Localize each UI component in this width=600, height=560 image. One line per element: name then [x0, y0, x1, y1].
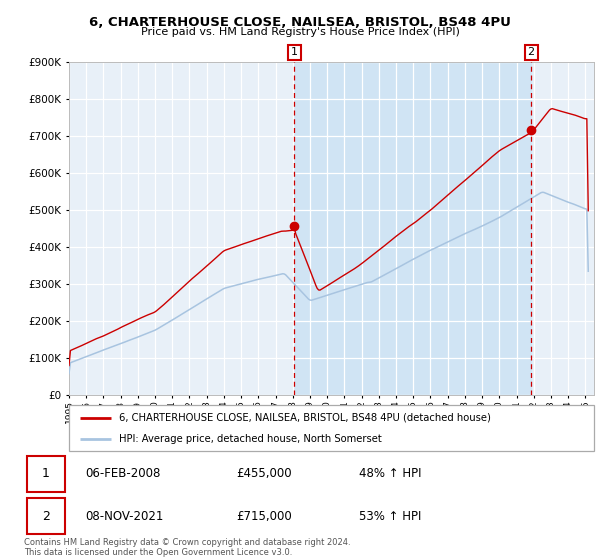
Text: 1: 1 — [42, 467, 50, 480]
Text: 2: 2 — [527, 48, 535, 58]
Text: 08-NOV-2021: 08-NOV-2021 — [85, 510, 164, 523]
Text: 6, CHARTERHOUSE CLOSE, NAILSEA, BRISTOL, BS48 4PU (detached house): 6, CHARTERHOUSE CLOSE, NAILSEA, BRISTOL,… — [119, 413, 491, 423]
Text: £715,000: £715,000 — [236, 510, 292, 523]
Text: 6, CHARTERHOUSE CLOSE, NAILSEA, BRISTOL, BS48 4PU: 6, CHARTERHOUSE CLOSE, NAILSEA, BRISTOL,… — [89, 16, 511, 29]
Text: 06-FEB-2008: 06-FEB-2008 — [85, 467, 161, 480]
Text: 53% ↑ HPI: 53% ↑ HPI — [359, 510, 421, 523]
Text: £455,000: £455,000 — [236, 467, 292, 480]
Text: HPI: Average price, detached house, North Somerset: HPI: Average price, detached house, Nort… — [119, 434, 382, 444]
FancyBboxPatch shape — [27, 498, 65, 534]
Text: 2: 2 — [42, 510, 50, 523]
FancyBboxPatch shape — [69, 405, 594, 451]
Text: Contains HM Land Registry data © Crown copyright and database right 2024.
This d: Contains HM Land Registry data © Crown c… — [24, 538, 350, 557]
Text: 48% ↑ HPI: 48% ↑ HPI — [359, 467, 421, 480]
FancyBboxPatch shape — [27, 456, 65, 492]
Text: 1: 1 — [291, 48, 298, 58]
Bar — [295, 62, 531, 395]
Text: Price paid vs. HM Land Registry's House Price Index (HPI): Price paid vs. HM Land Registry's House … — [140, 27, 460, 37]
